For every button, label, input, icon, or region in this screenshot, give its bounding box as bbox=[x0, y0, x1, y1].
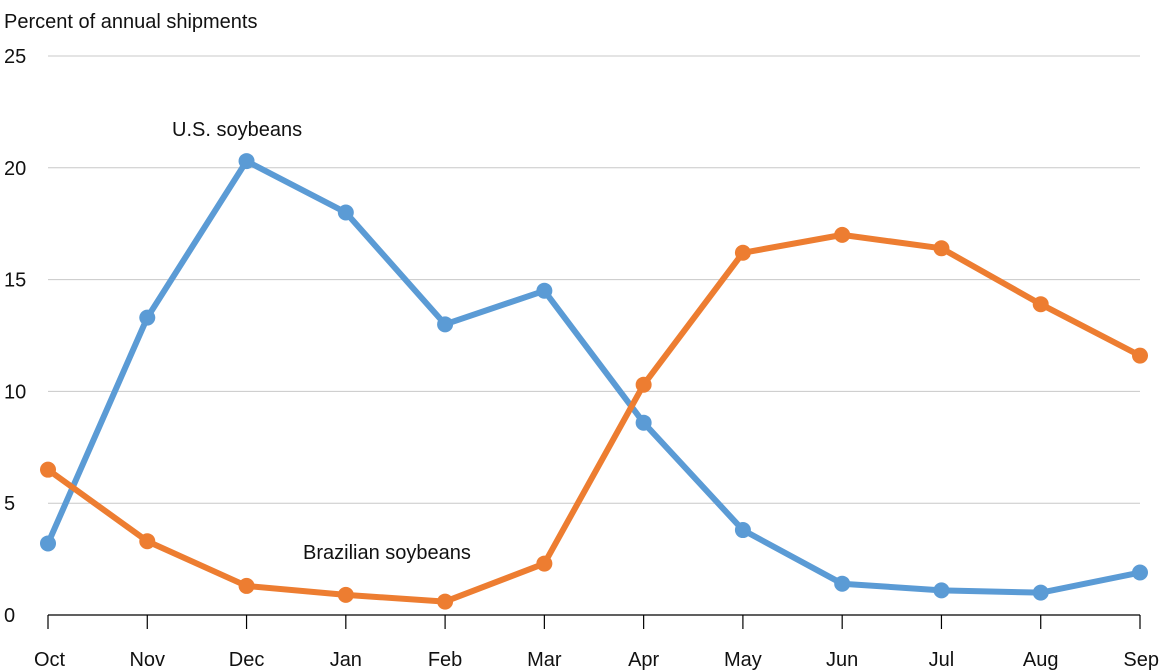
x-tick-label: Oct bbox=[34, 649, 66, 670]
x-tick-label: Jul bbox=[929, 649, 955, 670]
y-tick-label: 5 bbox=[4, 493, 15, 515]
data-point bbox=[238, 577, 255, 594]
x-tick-label: Aug bbox=[1023, 649, 1059, 670]
data-point bbox=[734, 244, 751, 261]
data-point bbox=[834, 575, 851, 592]
data-point bbox=[933, 582, 950, 599]
x-tick-label: Jan bbox=[330, 649, 362, 670]
data-point bbox=[1032, 296, 1049, 313]
y-tick-label: 0 bbox=[4, 605, 15, 627]
y-tick-label: 20 bbox=[4, 158, 26, 180]
x-tick-label: Jun bbox=[826, 649, 858, 670]
x-tick-label: Apr bbox=[628, 649, 659, 670]
data-point bbox=[1132, 564, 1148, 581]
data-point bbox=[933, 240, 950, 257]
x-tick-label: Nov bbox=[129, 649, 165, 670]
data-point bbox=[337, 204, 354, 221]
x-tick-label: Dec bbox=[229, 649, 265, 670]
series-label: U.S. soybeans bbox=[172, 119, 302, 141]
data-point bbox=[536, 282, 553, 299]
data-point bbox=[40, 535, 56, 552]
data-point bbox=[536, 555, 553, 572]
data-point bbox=[834, 226, 851, 243]
data-point bbox=[734, 522, 751, 539]
series-label: Brazilian soybeans bbox=[303, 542, 471, 564]
data-point bbox=[139, 533, 156, 550]
data-point bbox=[1032, 584, 1049, 601]
data-point bbox=[139, 309, 156, 326]
data-point bbox=[437, 316, 454, 333]
y-tick-label: 15 bbox=[4, 270, 26, 292]
x-tick-label: Sep bbox=[1123, 649, 1159, 670]
y-tick-label: 25 bbox=[4, 46, 26, 68]
data-point bbox=[1132, 347, 1148, 364]
series-line-0 bbox=[45, 158, 1143, 596]
x-tick-label: Feb bbox=[428, 649, 462, 670]
data-point bbox=[437, 593, 454, 610]
y-axis-label: Percent of annual shipments bbox=[4, 11, 258, 33]
data-point bbox=[238, 153, 255, 170]
x-tick-label: May bbox=[724, 649, 762, 670]
y-tick-label: 10 bbox=[4, 381, 26, 403]
data-point bbox=[635, 376, 652, 393]
x-tick-label: Mar bbox=[527, 649, 562, 670]
data-point bbox=[635, 414, 652, 431]
series-line-1 bbox=[45, 231, 1143, 605]
data-point bbox=[337, 586, 354, 603]
data-point bbox=[40, 461, 56, 478]
